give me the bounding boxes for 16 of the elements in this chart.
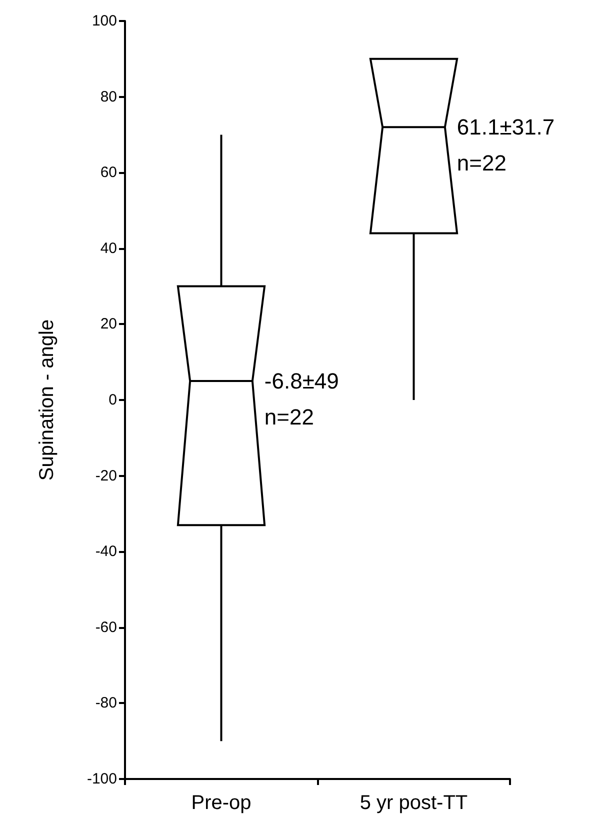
- y-tick-label: 60: [100, 164, 117, 182]
- annotation: 61.1±31.7 n=22: [456, 114, 555, 176]
- y-tick-label: 20: [100, 316, 117, 333]
- y-tick-label: -60: [95, 618, 117, 636]
- y-tick-label: 40: [100, 240, 117, 257]
- y-tick-label: -80: [95, 694, 117, 712]
- x-tick-label: Pre-op: [191, 792, 252, 814]
- annotation: -6.8±49 n=22: [264, 368, 339, 430]
- y-tick-label: 80: [100, 88, 117, 106]
- y-axis-title: Supination - angle: [36, 319, 58, 481]
- y-tick-label: -20: [95, 467, 117, 484]
- y-tick-label: 100: [92, 12, 117, 30]
- y-tick-label: 0: [108, 392, 117, 408]
- y-tick-label: -100: [86, 770, 117, 788]
- x-tick-label: 5 yr post-TT: [360, 792, 468, 814]
- y-tick-label: -40: [95, 543, 117, 560]
